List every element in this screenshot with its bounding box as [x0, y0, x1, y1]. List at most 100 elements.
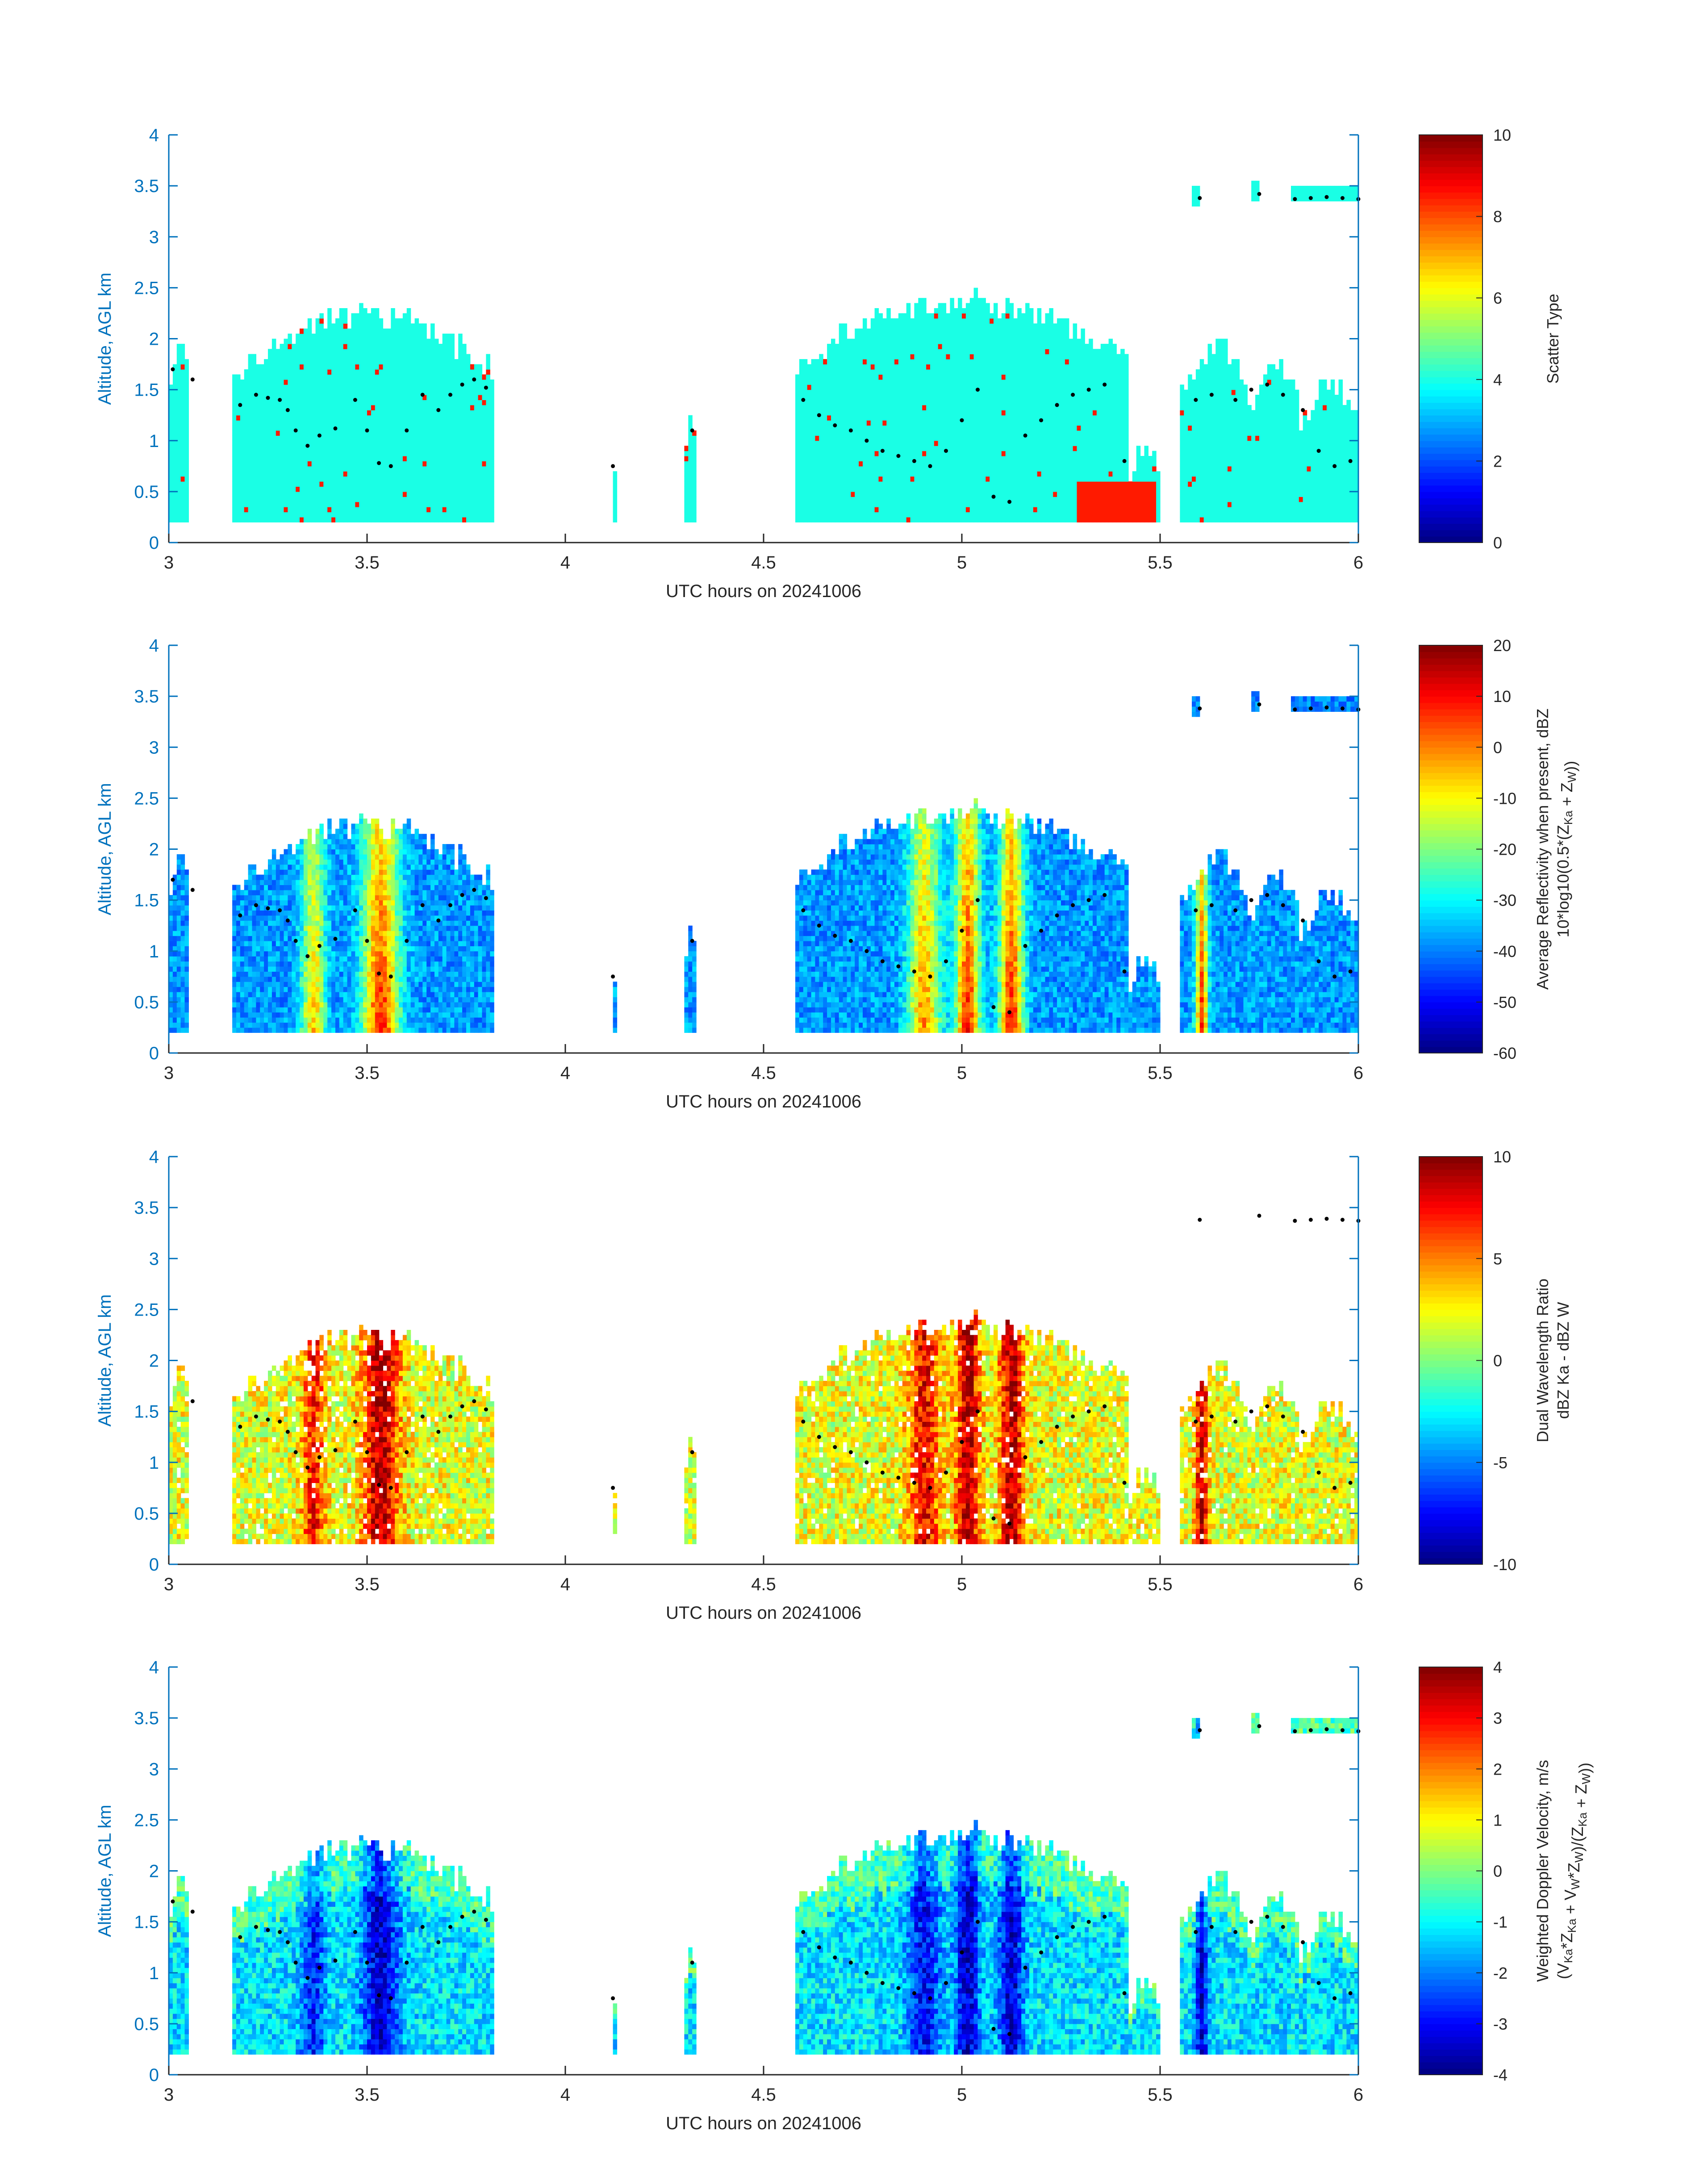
- heatmap-cell: [688, 491, 693, 497]
- heatmap-cell: [866, 384, 871, 390]
- heatmap-cell: [335, 359, 340, 365]
- heatmap-cell: [292, 364, 296, 370]
- heatmap-cell: [819, 400, 823, 405]
- heatmap-cell: [902, 471, 907, 477]
- heatmap-cell: [260, 466, 264, 472]
- heatmap-cell: [307, 379, 312, 385]
- heatmap-cell: [965, 354, 970, 359]
- heatmap-cell: [399, 491, 403, 497]
- heatmap-cell: [442, 517, 447, 522]
- heatmap-cell: [1025, 384, 1030, 390]
- heatmap-cell: [391, 338, 395, 344]
- heatmap-cell: [965, 425, 970, 431]
- heatmap-cell: [890, 379, 895, 385]
- heatmap-cell: [973, 343, 978, 349]
- heatmap-cell: [307, 435, 312, 441]
- heatmap-cell: [986, 420, 990, 426]
- heatmap-cell: [311, 395, 316, 400]
- heatmap-cell: [236, 512, 241, 518]
- heatmap-cell: [430, 400, 435, 405]
- heatmap-cell: [803, 497, 808, 502]
- heatmap-cell: [839, 451, 844, 456]
- heatmap-cell: [490, 486, 494, 492]
- heatmap-cell: [315, 405, 320, 410]
- heatmap-cell: [1021, 400, 1026, 405]
- heatmap-cell: [942, 425, 947, 431]
- heatmap-cell: [490, 451, 494, 456]
- heatmap-cell: [863, 456, 867, 461]
- heatmap-cell: [180, 425, 185, 431]
- heatmap-cell: [965, 328, 970, 334]
- heatmap-cell: [284, 446, 288, 451]
- heatmap-cell: [434, 430, 439, 436]
- heatmap-cell: [986, 410, 990, 416]
- heatmap-cell: [942, 364, 947, 370]
- heatmap-cell: [399, 334, 403, 339]
- heatmap-cell: [288, 425, 292, 431]
- heatmap-cell: [335, 374, 340, 380]
- heatmap-cell: [942, 389, 947, 395]
- heatmap-cell: [327, 435, 332, 441]
- heatmap-cell: [331, 507, 336, 513]
- heatmap-cell: [950, 364, 954, 370]
- heatmap-cell: [1009, 420, 1014, 426]
- heatmap-cell: [799, 425, 804, 431]
- heatmap-cell: [986, 456, 990, 461]
- heatmap-cell: [990, 501, 994, 507]
- heatmap-cell: [280, 435, 284, 441]
- heatmap-cell: [379, 481, 384, 487]
- heatmap-cell: [855, 456, 859, 461]
- heatmap-cell: [803, 461, 808, 467]
- heatmap-cell: [335, 369, 340, 375]
- heatmap-cell: [244, 471, 249, 477]
- heatmap-cell: [271, 512, 276, 518]
- heatmap-cell: [882, 446, 887, 451]
- heatmap-cell: [371, 384, 376, 390]
- heatmap-cell: [280, 349, 284, 355]
- heatmap-cell: [874, 420, 879, 426]
- heatmap-cell: [418, 415, 423, 421]
- heatmap-cell: [331, 369, 336, 375]
- heatmap-cell: [890, 364, 895, 370]
- heatmap-cell: [347, 435, 352, 441]
- heatmap-cell: [997, 349, 1002, 355]
- heatmap-cell: [894, 405, 899, 410]
- heatmap-cell: [232, 425, 237, 431]
- heatmap-cell: [874, 507, 879, 513]
- heatmap-cell: [1013, 369, 1018, 375]
- heatmap-cell: [990, 430, 994, 436]
- heatmap-cell: [446, 364, 451, 370]
- heatmap-cell: [387, 512, 391, 518]
- heatmap-cell: [799, 491, 804, 497]
- heatmap-cell: [470, 461, 475, 467]
- heatmap-cell: [866, 425, 871, 431]
- heatmap-cell: [442, 461, 447, 467]
- heatmap-cell: [367, 410, 372, 416]
- heatmap-cell: [458, 486, 463, 492]
- heatmap-cell: [938, 379, 943, 385]
- heatmap-cell: [973, 491, 978, 497]
- heatmap-cell: [914, 328, 919, 334]
- heatmap-cell: [375, 466, 380, 472]
- heatmap-cell: [351, 461, 355, 467]
- heatmap-cell: [426, 501, 431, 507]
- heatmap-cell: [997, 507, 1002, 513]
- heatmap-cell: [422, 328, 427, 334]
- heatmap-cell: [446, 359, 451, 365]
- heatmap-cell: [981, 425, 986, 431]
- heatmap-cell: [914, 476, 919, 482]
- heatmap-cell: [300, 466, 304, 472]
- heatmap-cell: [819, 517, 823, 522]
- heatmap-cell: [426, 379, 431, 385]
- heatmap-cell: [410, 481, 415, 487]
- heatmap-cell: [839, 486, 844, 492]
- heatmap-cell: [981, 354, 986, 359]
- heatmap-cell: [843, 440, 848, 446]
- heatmap-cell: [395, 384, 399, 390]
- heatmap-cell: [466, 471, 471, 477]
- heatmap-cell: [236, 405, 241, 410]
- heatmap-cell: [823, 400, 827, 405]
- heatmap-cell: [399, 466, 403, 472]
- heatmap-cell: [351, 491, 355, 497]
- heatmap-cell: [878, 491, 883, 497]
